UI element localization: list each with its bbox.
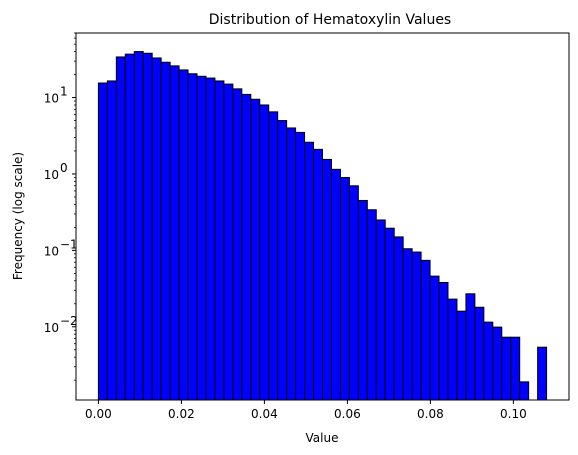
x-tick-label: 0.04 xyxy=(251,407,278,421)
chart-title: Distribution of Hematoxylin Values xyxy=(209,12,451,28)
histogram-bar xyxy=(510,336,521,401)
histogram-bar xyxy=(106,80,117,401)
histogram-bar xyxy=(151,57,162,401)
histogram-bar xyxy=(492,326,503,401)
x-axis-label: Value xyxy=(306,431,339,445)
histogram-bar xyxy=(295,131,306,401)
histogram-bar xyxy=(393,236,404,401)
y-axis-label: Frequency (log scale) xyxy=(11,152,25,280)
histogram-bar xyxy=(250,98,261,401)
histogram-bar xyxy=(402,248,413,401)
histogram-bar xyxy=(411,251,422,401)
histogram-bar xyxy=(223,83,234,401)
histogram-bar xyxy=(456,310,467,401)
histogram-bar xyxy=(205,77,216,401)
histogram-bar xyxy=(447,298,458,401)
histogram-bar xyxy=(304,141,315,401)
histogram-bar xyxy=(241,93,252,401)
x-axis: 0.00 0.02 0.04 0.06 0.08 0.10 xyxy=(85,400,527,421)
histogram-bar xyxy=(465,293,476,401)
histogram-bar xyxy=(322,158,332,401)
histogram-bar xyxy=(429,275,440,401)
y-tick-label: 10 xyxy=(44,92,59,106)
y-tick-label: 10 xyxy=(44,321,59,335)
histogram-bar xyxy=(187,73,198,401)
histogram-bar xyxy=(124,53,135,401)
x-tick-label: 0.08 xyxy=(417,407,444,421)
histogram-bar xyxy=(537,346,548,401)
histogram-bar xyxy=(519,381,530,401)
histogram-bar xyxy=(259,104,270,401)
histogram-bar xyxy=(339,176,350,401)
x-tick-label: 0.10 xyxy=(500,407,527,421)
histogram-bar xyxy=(313,148,324,401)
histogram-bar xyxy=(232,88,243,401)
histogram-bar xyxy=(178,69,189,401)
histogram-bar xyxy=(97,82,108,401)
y-tick-exponent: −1 xyxy=(60,237,78,251)
x-tick-label: 0.00 xyxy=(85,407,112,421)
plot-frame xyxy=(75,32,570,401)
histogram-bar xyxy=(438,281,449,401)
y-tick-label: 10 xyxy=(44,168,59,182)
histogram-bar xyxy=(115,56,126,401)
histogram-bar xyxy=(375,219,386,401)
histogram-bar xyxy=(268,111,279,401)
histogram-bar xyxy=(348,185,359,401)
histogram-bar xyxy=(160,61,171,401)
histogram-bar xyxy=(169,65,180,401)
histogram-bar xyxy=(420,259,431,401)
histogram-bar xyxy=(501,336,512,401)
y-tick-exponent: −2 xyxy=(60,314,78,328)
histogram-bar xyxy=(142,52,153,401)
histogram-bar xyxy=(330,168,341,401)
y-tick-exponent: 1 xyxy=(60,85,68,99)
histogram-bar xyxy=(286,127,297,401)
histogram-bar xyxy=(357,199,368,401)
histogram-bar xyxy=(483,321,494,401)
x-tick-label: 0.06 xyxy=(334,407,361,421)
histogram-bar xyxy=(384,227,395,401)
x-tick-label: 0.02 xyxy=(168,407,195,421)
bars-group xyxy=(97,51,548,401)
y-tick-label: 10 xyxy=(44,244,59,258)
histogram-bar xyxy=(133,51,144,401)
histogram-bar xyxy=(277,120,288,401)
histogram-bar xyxy=(196,75,207,401)
histogram-bar xyxy=(366,209,377,401)
histogram-bar xyxy=(214,80,225,401)
y-tick-exponent: 0 xyxy=(60,161,68,175)
histogram-bar xyxy=(474,306,485,401)
